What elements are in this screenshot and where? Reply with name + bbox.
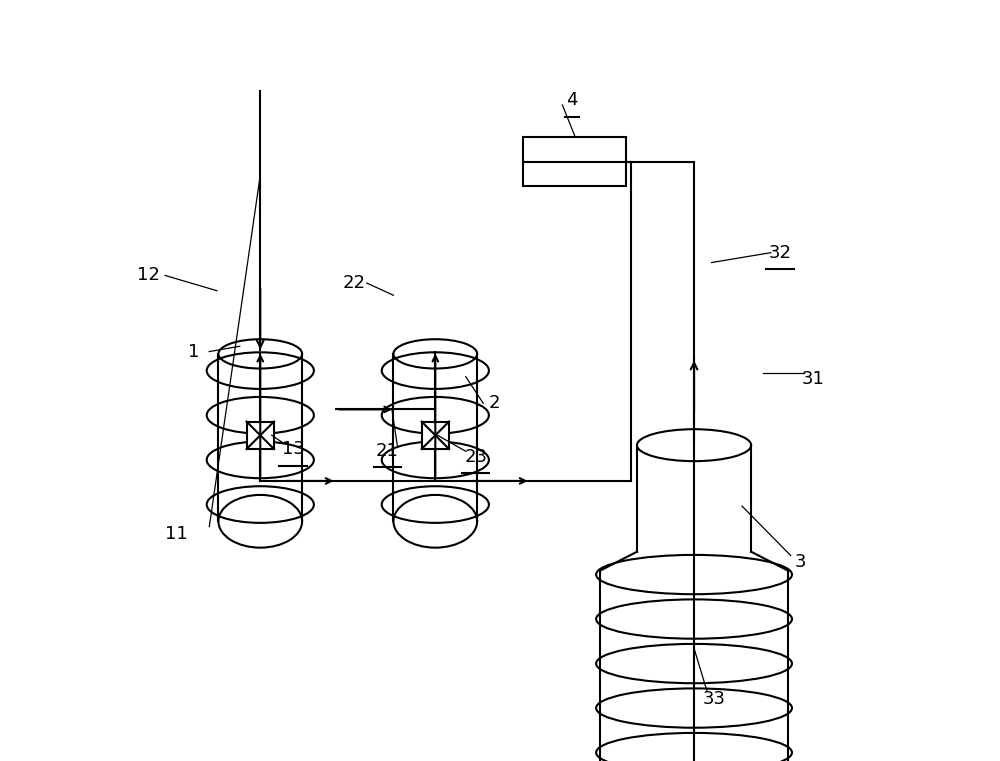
Bar (422, 422, 449, 449)
Text: 2: 2 (489, 394, 500, 412)
Text: 23: 23 (464, 447, 487, 466)
Text: 11: 11 (165, 525, 188, 543)
Text: 22: 22 (342, 274, 365, 292)
Text: 12: 12 (137, 266, 160, 285)
Text: 32: 32 (769, 244, 792, 262)
Text: 21: 21 (376, 441, 399, 460)
Bar (523, 137, 626, 186)
Text: 3: 3 (795, 552, 806, 571)
Text: 1: 1 (188, 342, 200, 361)
Text: 13: 13 (282, 440, 304, 458)
Text: 33: 33 (703, 689, 726, 708)
Text: 4: 4 (567, 91, 578, 110)
Bar (247, 422, 274, 449)
Text: 31: 31 (802, 370, 825, 388)
